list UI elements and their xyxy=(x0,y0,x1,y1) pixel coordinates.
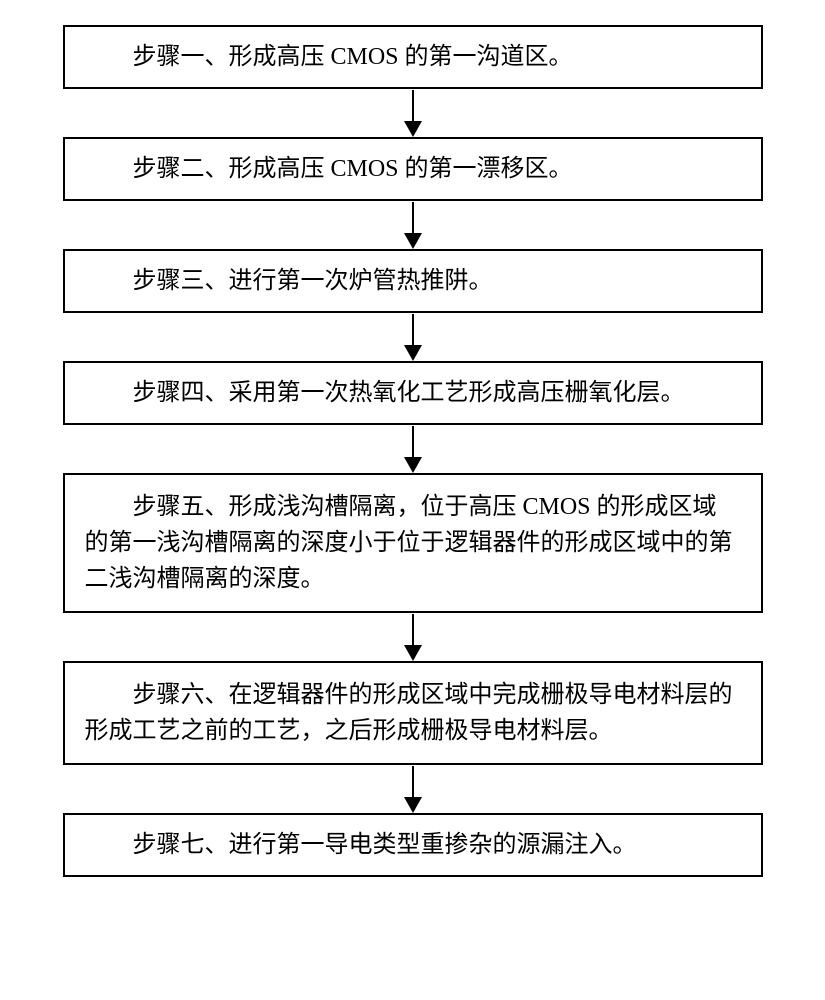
step-2-text: 步骤二、形成高压 CMOS 的第一漂移区。 xyxy=(133,156,573,182)
arrow-3 xyxy=(404,313,422,361)
process-flowchart: 步骤一、形成高压 CMOS 的第一沟道区。 步骤二、形成高压 CMOS 的第一漂… xyxy=(63,25,763,877)
step-4-box: 步骤四、采用第一次热氧化工艺形成高压栅氧化层。 xyxy=(63,361,763,425)
arrow-4 xyxy=(404,425,422,473)
arrow-head-icon xyxy=(404,457,422,473)
arrow-line-icon xyxy=(412,766,414,798)
step-5-text: 步骤五、形成浅沟槽隔离，位于高压 CMOS 的形成区域的第一浅沟槽隔离的深度小于… xyxy=(85,494,733,592)
arrow-1 xyxy=(404,89,422,137)
step-3-box: 步骤三、进行第一次炉管热推阱。 xyxy=(63,249,763,313)
arrow-line-icon xyxy=(412,426,414,458)
step-5-box: 步骤五、形成浅沟槽隔离，位于高压 CMOS 的形成区域的第一浅沟槽隔离的深度小于… xyxy=(63,473,763,613)
arrow-head-icon xyxy=(404,645,422,661)
arrow-2 xyxy=(404,201,422,249)
arrow-line-icon xyxy=(412,614,414,646)
step-7-box: 步骤七、进行第一导电类型重掺杂的源漏注入。 xyxy=(63,813,763,877)
step-1-box: 步骤一、形成高压 CMOS 的第一沟道区。 xyxy=(63,25,763,89)
step-3-text: 步骤三、进行第一次炉管热推阱。 xyxy=(133,268,493,294)
arrow-line-icon xyxy=(412,90,414,122)
arrow-head-icon xyxy=(404,345,422,361)
step-6-box: 步骤六、在逻辑器件的形成区域中完成栅极导电材料层的形成工艺之前的工艺，之后形成栅… xyxy=(63,661,763,765)
arrow-line-icon xyxy=(412,202,414,234)
step-7-text: 步骤七、进行第一导电类型重掺杂的源漏注入。 xyxy=(133,832,637,858)
arrow-line-icon xyxy=(412,314,414,346)
step-1-text: 步骤一、形成高压 CMOS 的第一沟道区。 xyxy=(133,44,573,70)
arrow-head-icon xyxy=(404,233,422,249)
arrow-5 xyxy=(404,613,422,661)
step-6-text: 步骤六、在逻辑器件的形成区域中完成栅极导电材料层的形成工艺之前的工艺，之后形成栅… xyxy=(85,682,733,744)
arrow-head-icon xyxy=(404,121,422,137)
step-4-text: 步骤四、采用第一次热氧化工艺形成高压栅氧化层。 xyxy=(133,380,685,406)
step-2-box: 步骤二、形成高压 CMOS 的第一漂移区。 xyxy=(63,137,763,201)
arrow-head-icon xyxy=(404,797,422,813)
arrow-6 xyxy=(404,765,422,813)
